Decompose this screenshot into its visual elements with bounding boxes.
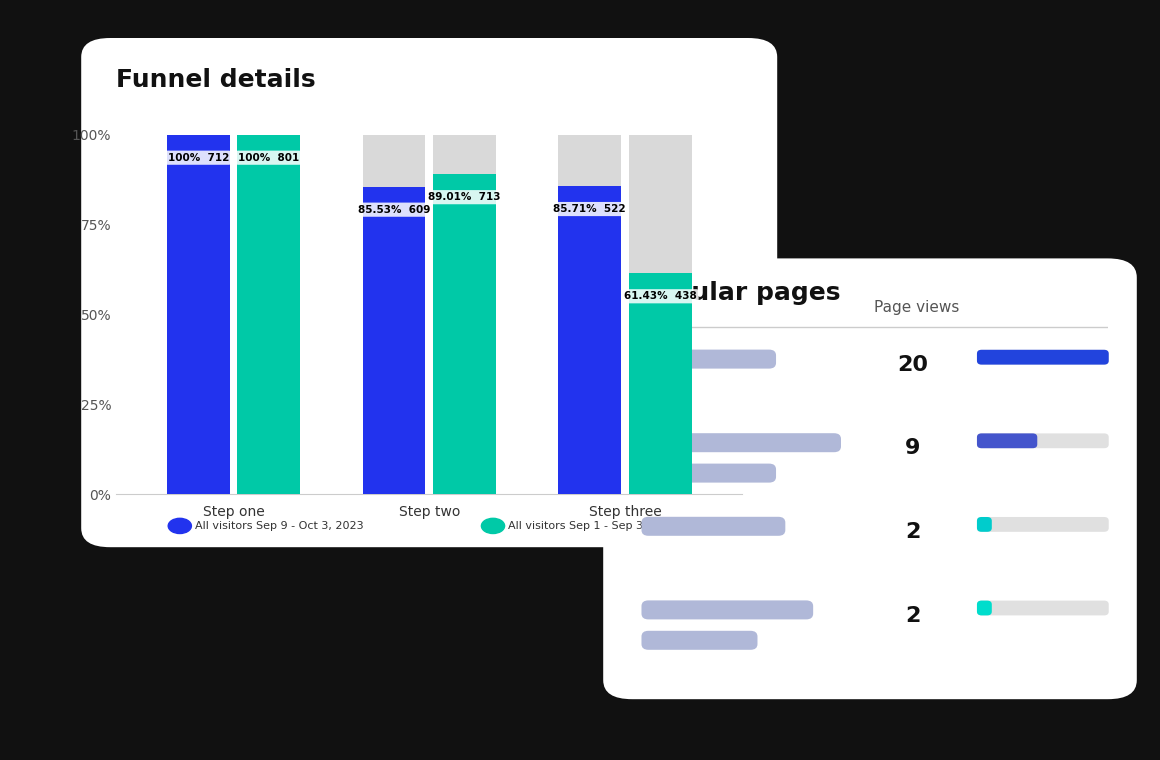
Bar	[363, 135, 426, 494]
FancyBboxPatch shape	[977, 600, 1109, 616]
Text: All visitors Sep 9 - Oct 3, 2023: All visitors Sep 9 - Oct 3, 2023	[195, 521, 363, 531]
Text: 100%  801: 100% 801	[238, 153, 299, 163]
Circle shape	[168, 518, 191, 534]
FancyBboxPatch shape	[977, 600, 992, 616]
FancyBboxPatch shape	[977, 517, 1109, 532]
Text: 85.71%  522: 85.71% 522	[553, 204, 626, 214]
Bar	[363, 187, 426, 494]
FancyBboxPatch shape	[977, 350, 1109, 365]
Bar	[167, 135, 230, 494]
Text: Popular pages: Popular pages	[638, 281, 841, 306]
Text: 2: 2	[905, 522, 921, 542]
FancyBboxPatch shape	[603, 258, 1137, 699]
Text: 89.01%  713: 89.01% 713	[428, 192, 501, 202]
Text: 9: 9	[905, 439, 921, 458]
Text: 20: 20	[898, 355, 928, 375]
Bar	[558, 186, 621, 494]
Text: 2: 2	[905, 606, 921, 625]
FancyBboxPatch shape	[977, 350, 1109, 365]
Text: Page: Page	[644, 300, 681, 315]
FancyBboxPatch shape	[641, 600, 813, 619]
Circle shape	[481, 518, 505, 534]
FancyBboxPatch shape	[81, 38, 777, 547]
FancyBboxPatch shape	[641, 517, 785, 536]
FancyBboxPatch shape	[641, 631, 757, 650]
FancyBboxPatch shape	[977, 433, 1037, 448]
Text: Funnel details: Funnel details	[116, 68, 316, 93]
Text: Page views: Page views	[873, 300, 959, 315]
Text: 100%  712: 100% 712	[167, 153, 229, 163]
Text: 61.43%  438: 61.43% 438	[624, 291, 696, 301]
FancyBboxPatch shape	[641, 433, 841, 452]
FancyBboxPatch shape	[977, 433, 1109, 448]
Bar	[433, 135, 495, 494]
Text: All visitors Sep 1 - Sep 30, 2023: All visitors Sep 1 - Sep 30, 2023	[508, 521, 686, 531]
Bar	[433, 174, 495, 494]
FancyBboxPatch shape	[641, 350, 776, 369]
FancyBboxPatch shape	[116, 61, 696, 334]
Bar	[629, 135, 691, 494]
Bar	[629, 274, 691, 494]
FancyBboxPatch shape	[977, 517, 992, 532]
Bar	[238, 135, 300, 494]
Bar	[558, 135, 621, 494]
Bar	[167, 135, 230, 494]
Bar	[238, 135, 300, 494]
FancyBboxPatch shape	[641, 464, 776, 483]
Text: 85.53%  609: 85.53% 609	[357, 204, 430, 214]
